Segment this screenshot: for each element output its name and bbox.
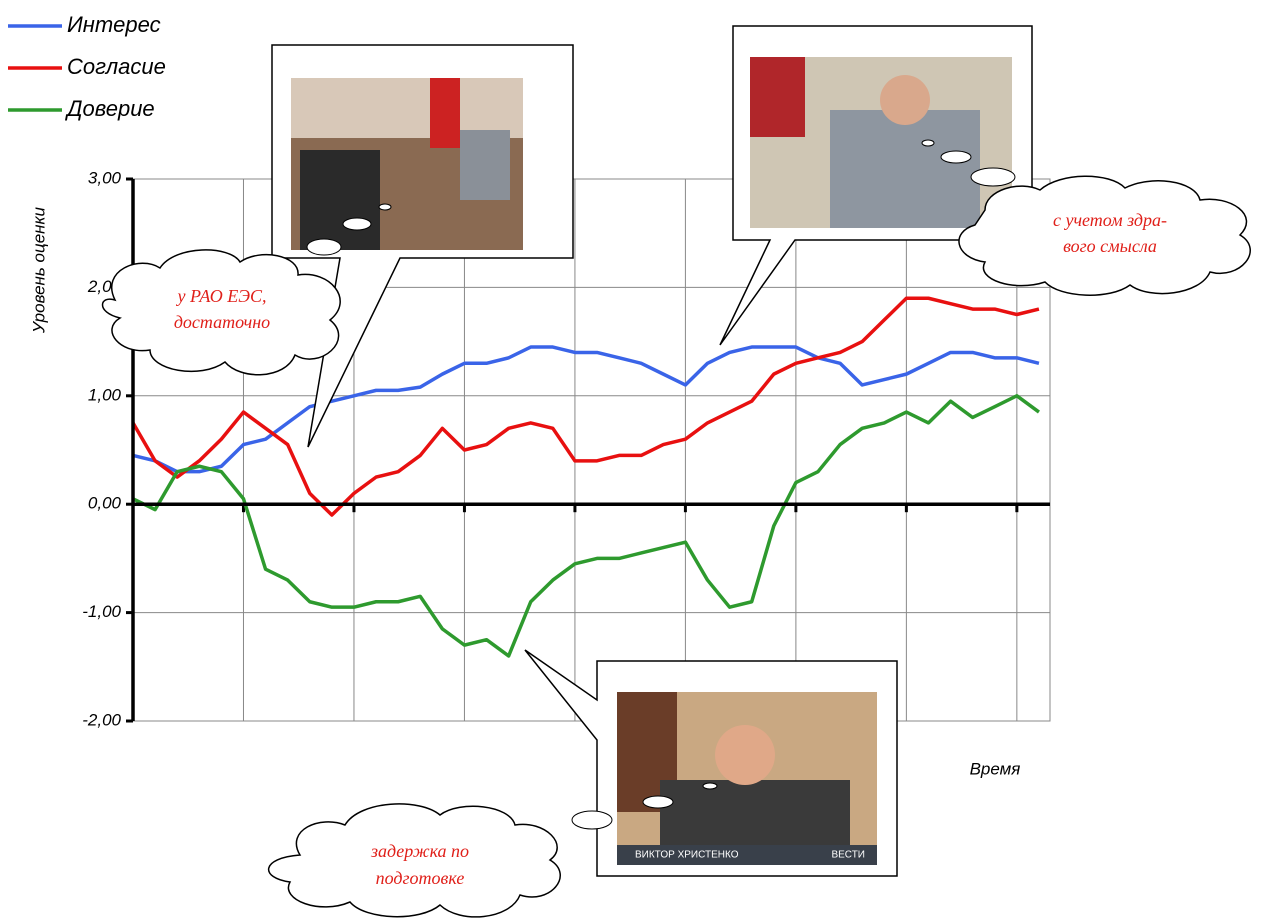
photo-wall bbox=[291, 78, 523, 138]
photo-person bbox=[300, 150, 380, 250]
photo-person bbox=[660, 780, 850, 845]
callout bbox=[271, 44, 574, 448]
legend-label: Доверие bbox=[64, 96, 155, 121]
annotation: подготовке bbox=[376, 868, 465, 888]
cloud bbox=[268, 803, 561, 918]
cloud bbox=[101, 249, 341, 376]
photo-caption-bar bbox=[617, 845, 877, 865]
legend-label: Согласие bbox=[67, 54, 166, 79]
y-tick-label: 0,00 bbox=[88, 494, 122, 513]
photo-face bbox=[880, 75, 930, 125]
photo-flag bbox=[430, 78, 460, 148]
annotation: у РАО ЕЭС, bbox=[176, 286, 267, 306]
cloud bbox=[958, 175, 1251, 296]
y-tick-label: 1,00 bbox=[88, 385, 122, 404]
callout bbox=[719, 25, 1033, 346]
thought-bubble bbox=[306, 238, 342, 256]
annotation: достаточно bbox=[174, 312, 270, 332]
line-series bbox=[131, 296, 1040, 517]
thought-bubble bbox=[702, 782, 718, 790]
photo-caption: ВИКТОР ХРИСТЕНКО bbox=[635, 850, 739, 861]
thought-bubble bbox=[970, 167, 1016, 187]
thought-bubble bbox=[342, 217, 372, 231]
callout: ВИКТОР ХРИСТЕНКО ВЕСТИ bbox=[524, 649, 898, 877]
thought-bubble bbox=[940, 150, 972, 164]
thought-bubble bbox=[921, 139, 935, 147]
thought-bubble bbox=[571, 810, 613, 830]
annotation: с учетом здра- bbox=[1053, 210, 1167, 230]
annotation: вого смысла bbox=[1063, 236, 1157, 256]
y-tick-label: 3,00 bbox=[88, 168, 122, 187]
x-axis-label: Время bbox=[970, 759, 1021, 778]
line-series bbox=[132, 345, 1040, 474]
line-series bbox=[132, 394, 1040, 658]
photo-person bbox=[460, 130, 510, 200]
annotation: задержка по bbox=[370, 841, 469, 861]
legend-label: Интерес bbox=[67, 12, 161, 37]
thought-bubble bbox=[642, 795, 674, 809]
y-tick-label: -2,00 bbox=[82, 710, 121, 729]
photo-person bbox=[830, 110, 980, 228]
photo-flag bbox=[750, 57, 805, 137]
y-axis-label: Уровень оценки bbox=[29, 206, 48, 334]
y-tick-label: -1,00 bbox=[82, 602, 121, 621]
photo-caption: ВЕСТИ bbox=[831, 850, 865, 861]
photo-face bbox=[715, 725, 775, 785]
thought-bubble bbox=[378, 203, 392, 211]
